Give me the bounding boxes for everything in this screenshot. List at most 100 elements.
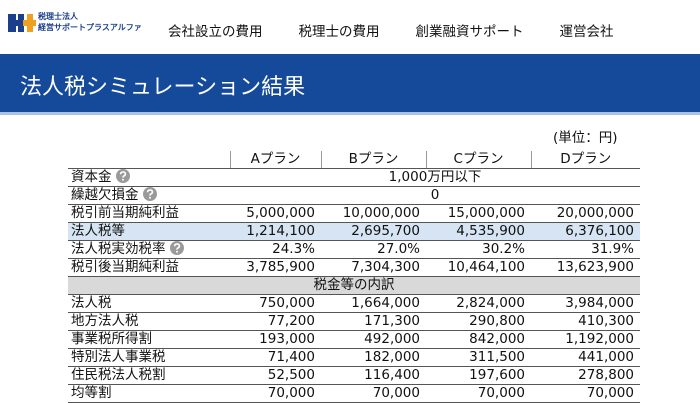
- row-label-text: 特別法人事業税: [71, 349, 166, 365]
- value-cell: 70,000: [321, 384, 426, 403]
- row-label-text: 資本金: [71, 169, 112, 185]
- row-label: 繰越欠損金: [68, 186, 230, 205]
- table-row: 地方法人税 77,200 171,300 290,800 410,300: [68, 312, 640, 331]
- table-row: 事業税所得割 193,000 492,000 842,000 1,192,000: [68, 330, 640, 349]
- value-cell: 2,695,700: [321, 222, 426, 241]
- merged-cell: 0: [230, 186, 640, 205]
- value-cell: 116,400: [321, 366, 426, 385]
- value-cell: 441,000: [531, 348, 640, 367]
- value-cell: 7,304,300: [321, 258, 426, 277]
- value-cell: 77,200: [230, 312, 321, 331]
- row-label: 地方法人税: [68, 312, 230, 331]
- column-header: Bプラン: [321, 151, 427, 169]
- value-cell: 4,535,900: [426, 222, 531, 241]
- row-label-text: 地方法人税: [71, 313, 139, 329]
- nav-link[interactable]: 会社設立の費用: [168, 24, 263, 40]
- top-bar: 税理士法人 経営サポートプラスアルファ 会社設立の費用 税理士の費用 創業融資サポー…: [0, 0, 700, 52]
- nav-link[interactable]: 税理士の費用: [298, 24, 380, 40]
- value-cell: 71,400: [230, 348, 321, 367]
- value-cell: 70,000: [426, 384, 531, 403]
- logo-icon: [8, 14, 36, 32]
- logo-text[interactable]: 税理士法人 経営サポートプラスアルファ: [38, 11, 142, 33]
- row-label: 法人税: [68, 294, 230, 313]
- value-cell: 27.0%: [321, 240, 426, 259]
- value-cell: 10,000,000: [321, 204, 426, 223]
- value-cell: 30.2%: [426, 240, 531, 259]
- logo-line: 税理士法人: [38, 12, 78, 21]
- value-cell: 1,192,000: [531, 330, 640, 349]
- row-label: 税引後当期純利益: [68, 258, 230, 277]
- row-label-text: 法人税実効税率: [71, 241, 166, 257]
- row-label-text: 均等割: [71, 385, 112, 401]
- value-cell: 15,000,000: [426, 204, 531, 223]
- row-label: 住民税法人税割: [68, 366, 230, 385]
- table-row: 住民税法人税割 52,500 116,400 197,600 278,800: [68, 366, 640, 385]
- column-header: Dプラン: [531, 151, 640, 169]
- section-row: 税金等の内訳: [68, 276, 640, 295]
- row-label: 均等割: [68, 384, 230, 403]
- value-cell: 492,000: [321, 330, 426, 349]
- row-label: 法人税実効税率: [68, 240, 230, 259]
- value-cell: 750,000: [230, 294, 321, 313]
- value-cell: 1,664,000: [321, 294, 426, 313]
- table-row: 資本金 1,000万円以下: [68, 168, 640, 187]
- header-row: Aプラン Bプラン Cプラン Dプラン: [68, 151, 640, 169]
- column-header: Cプラン: [426, 151, 532, 169]
- row-label: 法人税等: [68, 222, 230, 241]
- value-cell: 2,824,000: [426, 294, 531, 313]
- help-icon[interactable]: [169, 241, 184, 255]
- row-label-text: 法人税: [71, 295, 112, 311]
- table-row: 法人税 750,000 1,664,000 2,824,000 3,984,000: [68, 294, 640, 313]
- value-cell: 290,800: [426, 312, 531, 331]
- unit-note: (単位：円): [553, 130, 618, 146]
- nav: 会社設立の費用 税理士の費用 創業融資サポート 運営会社: [168, 20, 650, 40]
- row-label: 事業税所得割: [68, 330, 230, 349]
- corner-cell: [68, 151, 231, 169]
- value-cell: 31.9%: [531, 240, 640, 259]
- value-cell: 842,000: [426, 330, 531, 349]
- value-cell: 171,300: [321, 312, 426, 331]
- value-cell: 20,000,000: [531, 204, 640, 223]
- value-cell: 24.3%: [230, 240, 321, 259]
- row-label-text: 繰越欠損金: [71, 187, 139, 203]
- table-row: 税引後当期純利益 3,785,900 7,304,300 10,464,100 13,6…: [68, 258, 640, 277]
- row-label-text: 事業税所得割: [71, 331, 152, 347]
- value-cell: 3,785,900: [230, 258, 321, 277]
- row-label-text: 税引後当期純利益: [71, 259, 179, 275]
- logo-line: 経営サポートプラスアルファ: [38, 23, 142, 32]
- value-cell: 311,500: [426, 348, 531, 367]
- row-label-text: 法人税等: [71, 223, 125, 239]
- table-row: 法人税等 1,214,100 2,695,700 4,535,900 6,376,100: [68, 222, 640, 241]
- table-row: 繰越欠損金 0: [68, 186, 640, 205]
- value-cell: 410,300: [531, 312, 640, 331]
- nav-link[interactable]: 創業融資サポート: [415, 24, 524, 40]
- value-cell: 5,000,000: [230, 204, 321, 223]
- value-cell: 182,000: [321, 348, 426, 367]
- value-cell: 6,376,100: [531, 222, 640, 241]
- help-icon[interactable]: [142, 187, 157, 201]
- value-cell: 70,000: [531, 384, 640, 403]
- value-cell: 3,984,000: [531, 294, 640, 313]
- value-cell: 70,000: [230, 384, 321, 403]
- value-cell: 13,623,900: [531, 258, 640, 277]
- row-label: 税引前当期純利益: [68, 204, 230, 223]
- merged-cell: 1,000万円以下: [230, 168, 640, 187]
- page-title: 法人税シミュレーション結果: [20, 75, 306, 100]
- table-row: 法人税実効税率 24.3% 27.0% 30.2% 31.9%: [68, 240, 640, 259]
- value-cell: 193,000: [230, 330, 321, 349]
- section-title: 税金等の内訳: [68, 276, 640, 295]
- table-row: 特別法人事業税 71,400 182,000 311,500 441,000: [68, 348, 640, 367]
- table-row: 均等割 70,000 70,000 70,000 70,000: [68, 384, 640, 403]
- result-table: Aプラン Bプラン Cプラン Dプラン 資本金 1,000万円以下繰越欠損金 0 税引前当期…: [68, 151, 640, 403]
- column-header: Aプラン: [230, 151, 322, 169]
- row-label-text: 税引前当期純利益: [71, 205, 179, 221]
- value-cell: 1,214,100: [230, 222, 321, 241]
- title-band: 法人税シミュレーション結果: [0, 54, 700, 115]
- value-cell: 197,600: [426, 366, 531, 385]
- nav-link[interactable]: 運営会社: [559, 24, 614, 40]
- row-label: 特別法人事業税: [68, 348, 230, 367]
- help-icon[interactable]: [115, 169, 130, 183]
- value-cell: 52,500: [230, 366, 321, 385]
- row-label-text: 住民税法人税割: [71, 367, 166, 383]
